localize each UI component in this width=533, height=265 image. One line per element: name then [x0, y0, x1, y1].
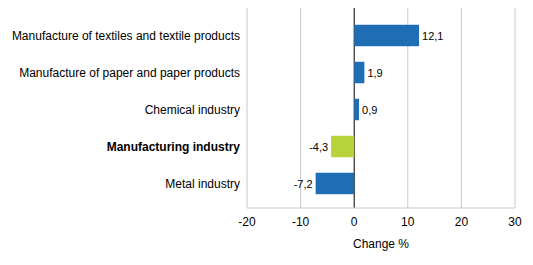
data-label: -7,2 — [294, 178, 313, 190]
data-label: -4,3 — [309, 141, 328, 153]
axis-line — [247, 208, 515, 209]
grid-line — [461, 8, 462, 208]
grid-line — [247, 8, 248, 208]
category-label: Chemical industry — [145, 103, 240, 117]
bars — [316, 25, 419, 194]
bar — [354, 99, 359, 120]
tick-label: -10 — [292, 215, 310, 229]
tick-label: -20 — [238, 215, 256, 229]
tick-label: 0 — [351, 215, 358, 229]
bar — [316, 173, 355, 194]
bar — [354, 62, 364, 83]
grid-line — [515, 8, 516, 208]
category-label: Manufacture of paper and paper products — [19, 66, 240, 80]
bar — [354, 25, 419, 46]
axis-title: Change % — [353, 237, 409, 251]
category-label: Manufacture of textiles and textile prod… — [12, 29, 240, 43]
tick-label: 30 — [508, 215, 522, 229]
data-label: 1,9 — [367, 67, 382, 79]
data-label: 0,9 — [362, 104, 377, 116]
category-label: Metal industry — [165, 177, 240, 191]
tick-label: 20 — [455, 215, 469, 229]
category-label: Manufacturing industry — [107, 140, 241, 154]
grid — [247, 8, 515, 208]
data-label: 12,1 — [422, 30, 443, 42]
chart: -20 -10 0 10 20 30 Manufacture of textiles and… — [0, 0, 533, 265]
bar — [331, 136, 354, 157]
tick-label: 10 — [401, 215, 415, 229]
